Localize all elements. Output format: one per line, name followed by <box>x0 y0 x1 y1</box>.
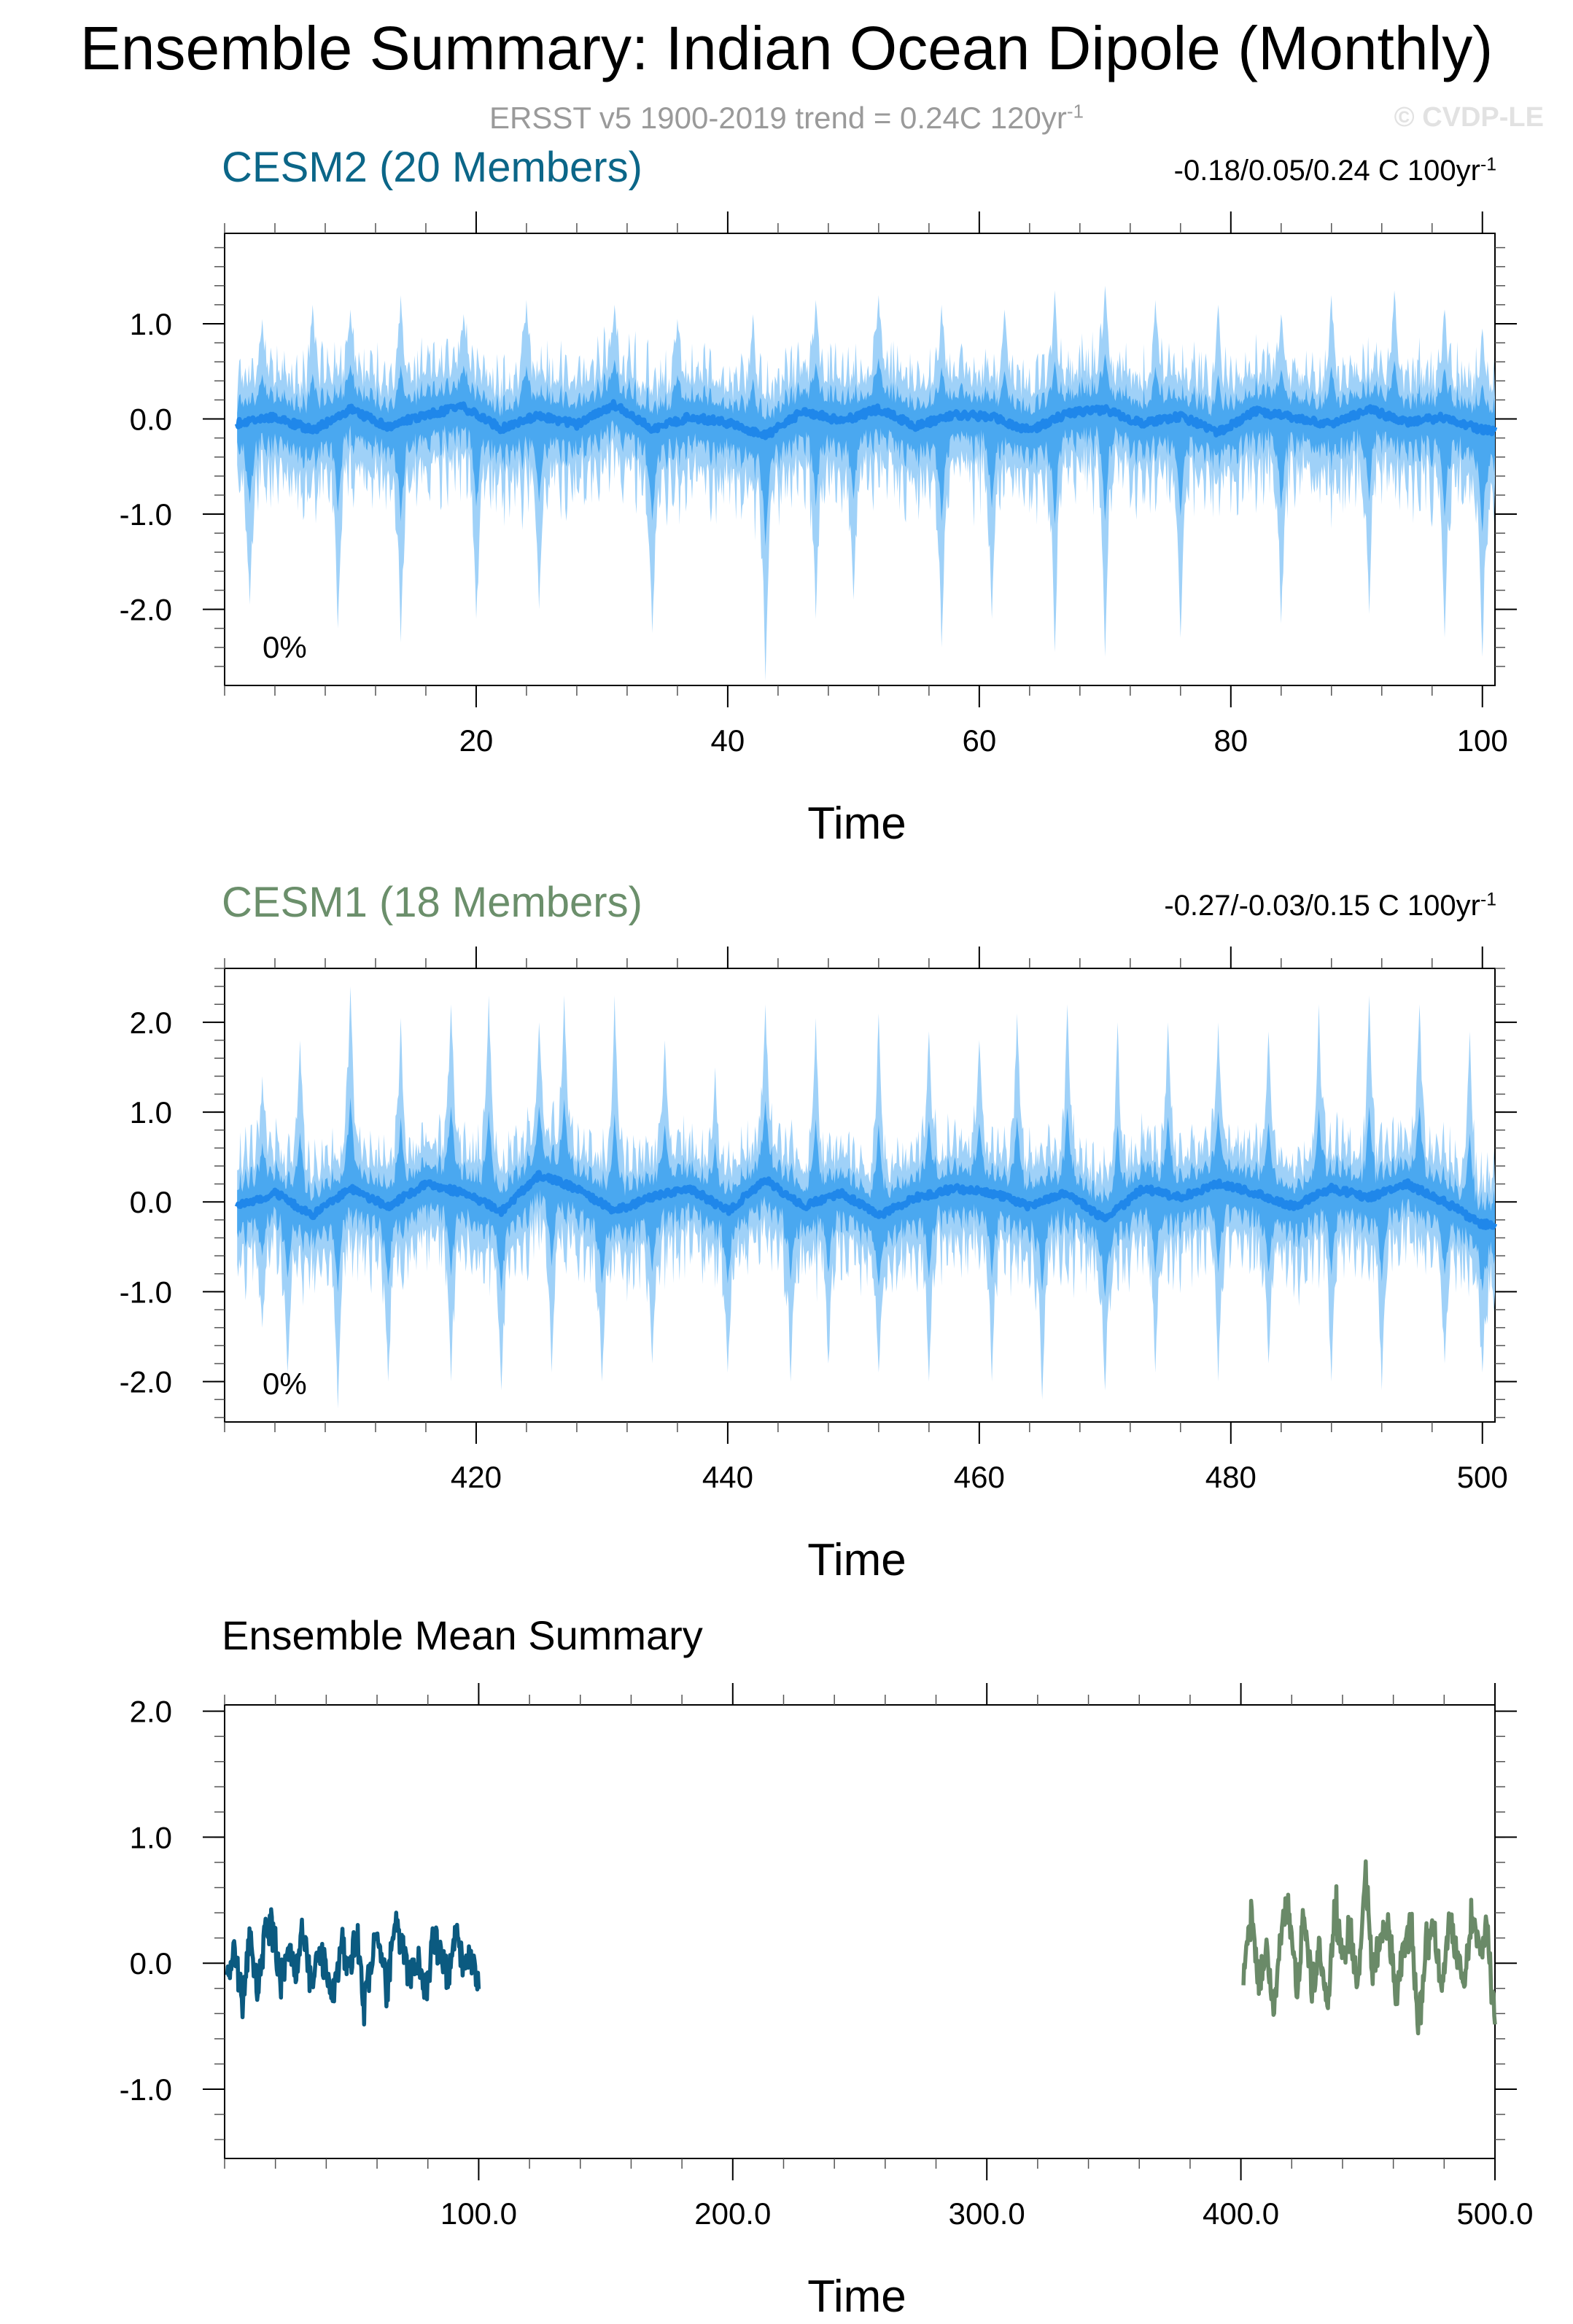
ensemble-range-inner <box>237 354 1496 546</box>
y-tick-label: -2.0 <box>120 593 172 627</box>
y-tick-label: 0.0 <box>130 1946 172 1981</box>
cesm1-mean-line <box>1241 1859 1497 2036</box>
cesm2-mean-line <box>225 1907 481 2026</box>
x-tick-label: 200.0 <box>694 2196 771 2231</box>
subtitle-text: ERSST v5 1900-2019 trend = 0.24C 120yr <box>489 101 1067 135</box>
x-tick-label: 300.0 <box>949 2196 1025 2231</box>
ensemble-range-inner <box>237 1097 1496 1297</box>
y-tick-label: 0.0 <box>130 1185 172 1219</box>
panel-3-title: Ensemble Mean Summary <box>222 1612 703 1658</box>
panel-3-frame <box>224 1704 1496 2159</box>
x-tick-label: 80 <box>1213 723 1248 758</box>
x-tick-label: 60 <box>962 723 996 758</box>
x-tick-label: 500 <box>1457 1460 1508 1494</box>
panel-2-trend-sup: -1 <box>1480 890 1496 910</box>
x-tick-label: 100.0 <box>440 2196 517 2231</box>
percent-label: 0% <box>263 1367 307 1401</box>
subtitle-sup: -1 <box>1066 100 1084 123</box>
main-title: Ensemble Summary: Indian Ocean Dipole (M… <box>79 14 1494 82</box>
panel-1-trend-text: -0.18/0.05/0.24 C 100yr <box>1173 155 1480 187</box>
y-tick-label: 1.0 <box>130 1095 172 1130</box>
x-axis-title: Time <box>807 2271 906 2322</box>
y-tick-label: 1.0 <box>130 307 172 341</box>
y-tick-label: 2.0 <box>130 1006 172 1040</box>
x-tick-label: 500.0 <box>1456 2196 1533 2231</box>
percent-label: 0% <box>263 630 307 664</box>
watermark: © CVDP-LE <box>1394 102 1544 133</box>
x-tick-label: 100 <box>1457 723 1508 758</box>
panel-2-trend: -0.27/-0.03/0.15 C 100yr-1 <box>1164 890 1496 922</box>
panel-3-chart: 100.0 200.0 300.0 400.0 500.0 2.0 1.0 0.0 -1.0 Ti… <box>120 1683 1534 2322</box>
x-tick-label: 400.0 <box>1203 2196 1279 2231</box>
panel-1-title: CESM2 (20 Members) <box>222 144 642 191</box>
y-tick-label: 1.0 <box>130 1820 172 1854</box>
x-tick-label: 20 <box>459 723 494 758</box>
panel-1-trend: -0.18/0.05/0.24 C 100yr-1 <box>1174 155 1496 187</box>
x-tick-label: 480 <box>1205 1460 1257 1494</box>
y-tick-label: 2.0 <box>130 1695 172 1729</box>
panel-2-chart: 420 440 460 480 500 2.0 1.0 0.0 -1.0 -2.0 Time 0% <box>120 947 1517 1585</box>
x-tick-label: 420 <box>451 1460 502 1494</box>
y-tick-label: -1.0 <box>120 2072 172 2107</box>
ensemble-mean-line <box>234 399 1498 440</box>
x-tick-label: 40 <box>711 723 745 758</box>
x-axis-title: Time <box>807 798 906 849</box>
ensemble-range-outer <box>237 285 1496 681</box>
y-tick-label: -2.0 <box>120 1365 172 1399</box>
panel-2-title: CESM1 (18 Members) <box>222 879 642 926</box>
panel-1-chart: 20 40 60 80 100 1.0 0.0 -1.0 -2.0 Time 0% <box>120 211 1517 849</box>
subtitle: ERSST v5 1900-2019 trend = 0.24C 120yr-1 <box>0 101 1573 136</box>
y-tick-label: 0.0 <box>130 403 172 437</box>
x-tick-label: 440 <box>702 1460 753 1494</box>
panel-2-trend-text: -0.27/-0.03/0.15 C 100yr <box>1164 890 1480 922</box>
ensemble-mean-line <box>234 1170 1498 1230</box>
x-axis-title: Time <box>807 1535 906 1585</box>
y-tick-label: -1.0 <box>120 1275 172 1309</box>
panel-1-trend-sup: -1 <box>1480 155 1496 175</box>
y-tick-label: -1.0 <box>120 497 172 532</box>
x-tick-label: 460 <box>954 1460 1005 1494</box>
